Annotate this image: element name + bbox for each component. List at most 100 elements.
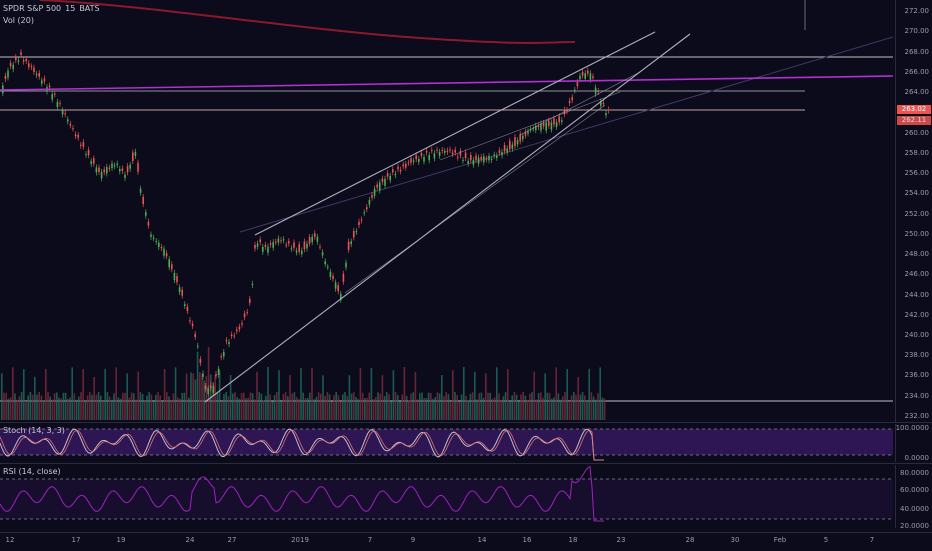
volume-bar — [394, 392, 397, 420]
candle-body — [389, 175, 391, 181]
rsi-chart-svg[interactable] — [0, 465, 895, 528]
candle-body — [207, 388, 209, 394]
candle-body — [431, 150, 433, 152]
main-price-pane[interactable]: SPDR S&P 500 15 BATS Vol (20) — [0, 0, 895, 422]
magenta-level-line[interactable] — [0, 75, 894, 91]
stoch-axis[interactable]: 100.0000 0.0000 — [895, 424, 932, 462]
volume-bar — [133, 393, 135, 420]
price-chart-svg[interactable] — [0, 0, 895, 422]
volume-bar — [249, 392, 252, 420]
candle-body — [145, 212, 147, 216]
volume-bar — [16, 399, 18, 420]
candle-body — [15, 56, 17, 61]
volume-bar — [75, 399, 78, 420]
candle-body — [498, 150, 501, 153]
price-tick: 270.00 — [904, 27, 930, 36]
candle-body — [249, 298, 251, 303]
stoch-pane[interactable]: Stoch (14, 3, 3) — [0, 424, 895, 462]
candle-body — [535, 125, 537, 131]
volume-bar — [474, 371, 476, 420]
candle-body — [597, 91, 599, 93]
rsi-tick-80: 80.0000 — [900, 469, 929, 477]
candle-body — [327, 266, 329, 268]
price-tick: 236.00 — [904, 371, 930, 380]
candle-body — [301, 250, 303, 254]
candle-body — [28, 63, 30, 67]
candle-body — [503, 145, 506, 152]
rsi-pane[interactable]: RSI (14, close) — [0, 465, 895, 528]
candle-body — [150, 234, 152, 237]
volume-bar — [302, 392, 304, 420]
candle-body — [197, 345, 199, 347]
volume-bar — [533, 371, 535, 420]
trend-line[interactable] — [519, 71, 641, 136]
candle-body — [7, 70, 9, 78]
volume-bar — [478, 393, 480, 420]
candle-body — [56, 101, 59, 108]
volume-bar — [496, 367, 498, 420]
moving-average-line[interactable] — [39, 0, 576, 44]
volume-bar — [518, 401, 520, 420]
volume-bar — [553, 397, 555, 420]
volume-bar — [599, 367, 601, 420]
price-tick: 252.00 — [904, 209, 930, 218]
faint-trend-line[interactable] — [239, 36, 894, 233]
volume-bar — [489, 392, 491, 420]
volume-bar — [575, 394, 577, 420]
candle-body — [342, 273, 345, 282]
candle-body — [548, 120, 550, 126]
candle-body — [527, 131, 529, 134]
volume-bar — [56, 392, 58, 420]
volume-bar — [368, 392, 370, 420]
time-tick: 9 — [410, 536, 416, 544]
volume-bar — [390, 401, 392, 420]
candle-body — [67, 119, 69, 122]
volume-bar — [315, 396, 318, 420]
volume-bar — [491, 398, 494, 420]
volume-bar — [31, 394, 34, 420]
candle-body — [137, 162, 139, 172]
stoch-d-line — [0, 429, 604, 461]
volume-bar — [289, 375, 291, 420]
candle-body — [152, 237, 155, 239]
volume-bar — [328, 394, 331, 420]
candle-body — [493, 154, 495, 156]
price-tick: 250.00 — [904, 229, 930, 238]
trend-line[interactable] — [439, 91, 621, 161]
volume-bar — [326, 392, 329, 420]
candle-body — [210, 385, 212, 389]
volume-bar — [223, 394, 225, 420]
trend-line[interactable] — [204, 33, 691, 403]
candle-body — [189, 320, 191, 322]
volume-bar — [243, 392, 245, 420]
stoch-chart-svg[interactable] — [0, 424, 895, 462]
price-tick: 258.00 — [904, 148, 930, 157]
pane-divider[interactable] — [0, 463, 932, 464]
trend-line[interactable] — [344, 104, 606, 294]
candle-body — [246, 311, 248, 313]
volume-bar — [124, 392, 126, 420]
volume-bar — [421, 392, 423, 420]
time-axis[interactable]: 12 17 19 24 27 2019 7 9 14 16 18 23 28 30 Feb 5 7 — [0, 532, 932, 551]
rsi-axis[interactable]: 80.0000 60.0000 40.0000 20.0000 — [895, 465, 932, 530]
volume-bar — [443, 396, 445, 420]
candle-body — [82, 142, 85, 147]
rsi-tick-20: 20.0000 — [900, 522, 929, 530]
volume-bar — [350, 393, 353, 420]
candle-body — [316, 236, 319, 242]
candle-body — [418, 158, 420, 163]
volume-bar — [557, 393, 560, 420]
pane-divider[interactable] — [0, 422, 932, 423]
trend-line[interactable] — [254, 31, 656, 236]
volume-bar — [392, 370, 395, 420]
volume-bar — [432, 398, 434, 420]
price-axis[interactable]: 272.00270.00268.00266.00264.00262.00260.… — [895, 0, 932, 422]
volume-bar — [366, 398, 368, 420]
candle-body — [519, 134, 521, 142]
volume-bar — [410, 393, 412, 420]
stoch-tick-100: 100.0000 — [895, 424, 929, 432]
candle-body — [477, 157, 480, 164]
volume-bar — [324, 395, 326, 420]
volume-bar — [100, 395, 102, 420]
candle-body — [516, 140, 519, 145]
